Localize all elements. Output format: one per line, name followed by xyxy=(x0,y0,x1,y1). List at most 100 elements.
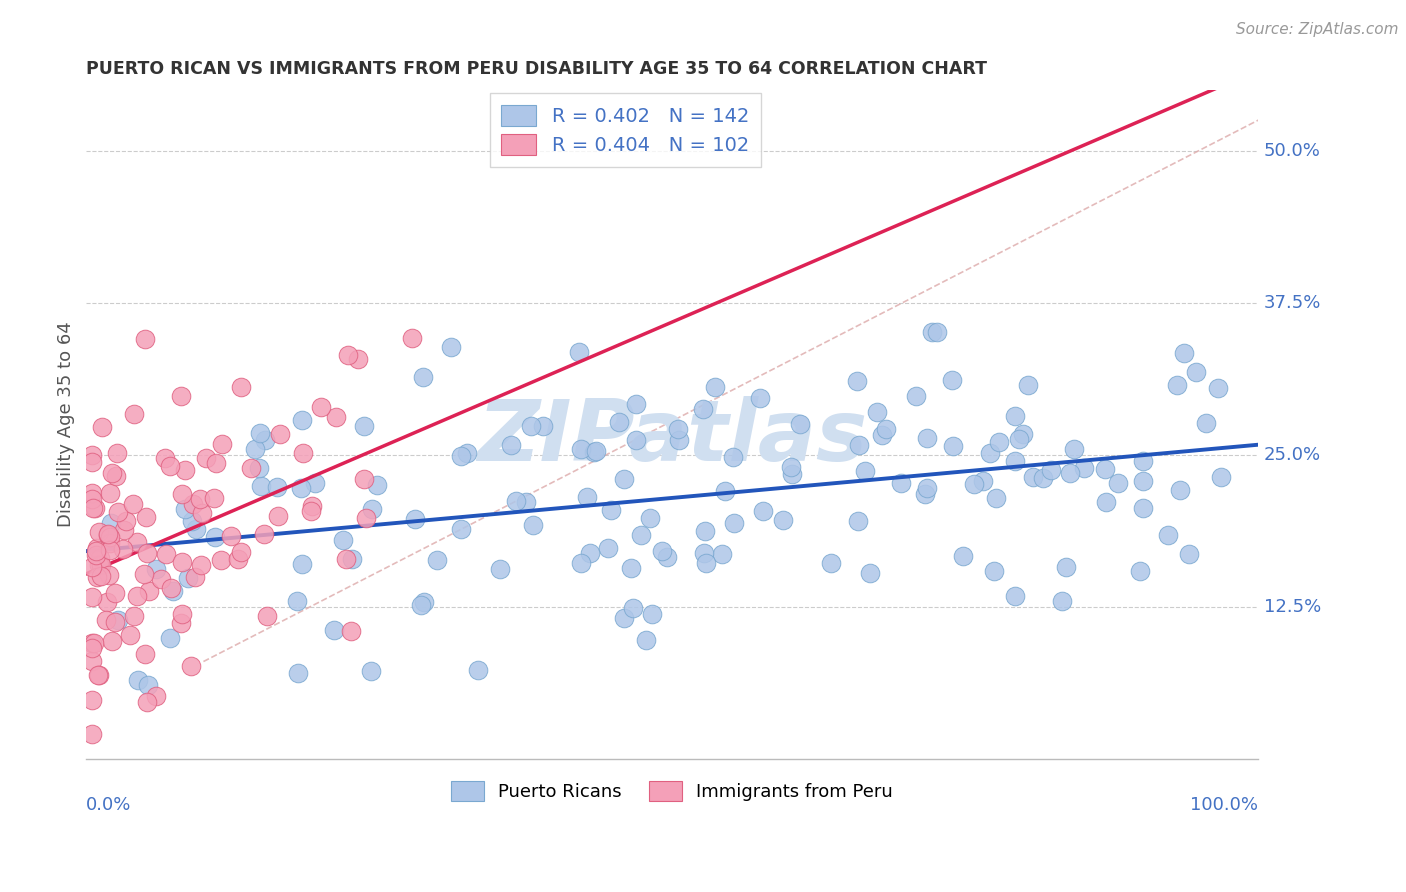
Point xyxy=(83,501,105,516)
Point xyxy=(450,522,472,536)
Point xyxy=(596,541,619,555)
Point xyxy=(332,533,354,548)
Point xyxy=(186,522,208,536)
Point xyxy=(82,500,104,515)
Point xyxy=(89,558,111,573)
Point xyxy=(122,608,145,623)
Point xyxy=(134,332,156,346)
Point xyxy=(138,583,160,598)
Point xyxy=(347,351,370,366)
Point xyxy=(1168,483,1191,498)
Point xyxy=(413,595,436,609)
Point xyxy=(323,623,346,637)
Point xyxy=(984,491,1007,506)
Point xyxy=(499,438,522,452)
Point xyxy=(1022,470,1045,484)
Point xyxy=(111,542,134,557)
Point xyxy=(752,504,775,518)
Point xyxy=(1178,547,1201,561)
Point xyxy=(921,325,943,339)
Point xyxy=(267,508,290,523)
Text: PUERTO RICAN VS IMMIGRANTS FROM PERU DISABILITY AGE 35 TO 64 CORRELATION CHART: PUERTO RICAN VS IMMIGRANTS FROM PERU DIS… xyxy=(86,60,987,78)
Point xyxy=(1195,417,1218,431)
Point xyxy=(657,549,679,564)
Point xyxy=(1004,454,1026,468)
Point xyxy=(353,419,375,434)
Point xyxy=(89,551,111,566)
Point xyxy=(585,444,607,458)
Point xyxy=(221,529,243,543)
Point xyxy=(101,466,124,480)
Point xyxy=(337,348,360,362)
Point xyxy=(820,556,842,570)
Point xyxy=(269,427,291,442)
Point xyxy=(104,615,127,630)
Point xyxy=(721,450,744,464)
Point xyxy=(159,631,181,645)
Text: 100.0%: 100.0% xyxy=(1189,796,1258,814)
Point xyxy=(89,667,111,681)
Point xyxy=(134,647,156,661)
Point xyxy=(710,547,733,561)
Point xyxy=(229,380,252,394)
Point xyxy=(568,345,591,359)
Point xyxy=(112,523,135,537)
Point xyxy=(904,389,927,403)
Legend: Puerto Ricans, Immigrants from Peru: Puerto Ricans, Immigrants from Peru xyxy=(443,772,901,810)
Point xyxy=(145,562,167,576)
Point xyxy=(98,536,121,550)
Point xyxy=(600,502,623,516)
Point xyxy=(204,491,226,505)
Point xyxy=(89,525,111,540)
Point xyxy=(245,442,267,456)
Point xyxy=(82,492,104,507)
Point xyxy=(353,472,375,486)
Point xyxy=(301,499,323,513)
Point xyxy=(136,678,159,692)
Point xyxy=(668,434,690,448)
Point xyxy=(607,415,630,429)
Point xyxy=(180,514,202,528)
Point xyxy=(624,434,647,448)
Point xyxy=(136,695,159,709)
Point xyxy=(100,516,122,530)
Point xyxy=(105,446,128,460)
Point xyxy=(963,477,986,491)
Point xyxy=(749,391,772,405)
Point xyxy=(915,481,938,495)
Point xyxy=(211,437,233,451)
Point xyxy=(569,442,592,456)
Point xyxy=(1173,345,1195,359)
Point xyxy=(250,479,273,493)
Point xyxy=(641,607,664,622)
Point xyxy=(87,667,110,681)
Point xyxy=(366,478,388,492)
Point xyxy=(82,590,104,604)
Point xyxy=(174,463,197,477)
Point xyxy=(342,552,364,566)
Point xyxy=(505,494,527,508)
Point xyxy=(107,505,129,519)
Point xyxy=(1012,426,1035,441)
Point xyxy=(859,566,882,581)
Point xyxy=(1184,365,1206,379)
Point xyxy=(875,422,897,436)
Point xyxy=(780,467,803,482)
Point xyxy=(82,448,104,462)
Point xyxy=(789,417,811,431)
Point xyxy=(96,528,118,542)
Point xyxy=(404,512,426,526)
Point xyxy=(253,526,276,541)
Point xyxy=(467,663,489,677)
Point xyxy=(226,552,249,566)
Point xyxy=(640,511,662,525)
Point xyxy=(870,428,893,442)
Point xyxy=(583,444,606,458)
Text: 25.0%: 25.0% xyxy=(1264,446,1320,464)
Point xyxy=(855,464,877,478)
Point xyxy=(180,659,202,673)
Point xyxy=(173,502,195,516)
Point xyxy=(291,413,314,427)
Point xyxy=(170,555,193,569)
Point xyxy=(82,560,104,574)
